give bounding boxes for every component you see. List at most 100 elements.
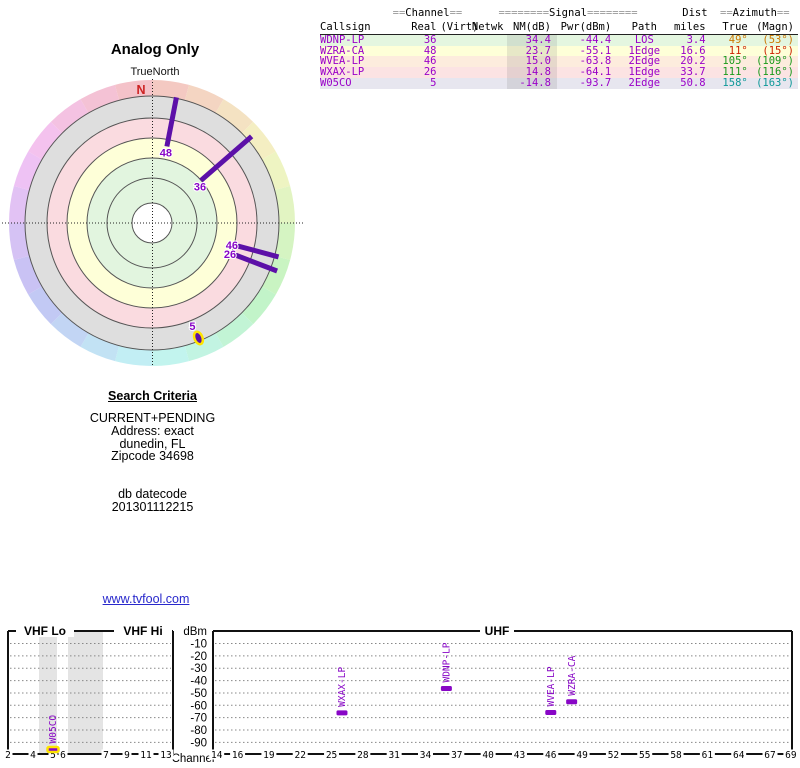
- channel-tick-label: 28: [357, 750, 369, 761]
- table-cell: LOS: [634, 34, 654, 46]
- signal-bar-highlighted: [46, 745, 60, 754]
- channel-tick-label: 40: [482, 750, 494, 761]
- col-netwk: Netwk: [468, 20, 507, 35]
- station-spoke: [236, 243, 280, 260]
- channel-axis-title: Channel: [172, 753, 215, 765]
- dbm-tick-label: -80: [190, 725, 207, 737]
- channel-tick-label: 7: [103, 750, 109, 761]
- channel-tick-label: 25: [326, 750, 337, 761]
- table-cell: (53°): [762, 34, 794, 46]
- signal-bar: [336, 710, 348, 716]
- signal-table: ==Channel== ========Signal======== Dist …: [320, 7, 798, 89]
- col-miles: miles: [667, 20, 712, 35]
- table-row: W05CO 5 -14.8 -93.7 2Edge 50.8 158° (163°): [320, 78, 798, 89]
- table-cell: 14.8: [506, 67, 557, 78]
- north-marker: N: [136, 83, 145, 97]
- col-nm: NM(dB): [506, 20, 557, 35]
- channel-tick-label: 64: [733, 750, 745, 761]
- channel-tick-label: 37: [451, 750, 462, 761]
- dbm-tick-label: -70: [190, 713, 207, 725]
- site-link-wrap: www.tvfool.com: [0, 590, 292, 608]
- dbm-tick-label: -50: [190, 688, 207, 700]
- polar-plot-title: Analog Only: [110, 41, 200, 58]
- col-real: Real: [386, 20, 441, 35]
- channel-tick-label: 13: [160, 750, 171, 761]
- table-cell: 48: [423, 44, 437, 57]
- dbm-tick-label: -60: [190, 700, 207, 712]
- table-cell: 50.8: [680, 76, 706, 89]
- channel-tick-label: 46: [545, 750, 557, 761]
- azimuth-group-header: ==Azimuth==: [720, 7, 790, 20]
- table-cell: 1Edge: [628, 44, 661, 57]
- signal-bar: [566, 699, 578, 705]
- table-cell: [469, 67, 507, 78]
- channel-tick-label: 5: [50, 750, 56, 761]
- search-criteria: Search Criteria CURRENT+PENDING Address:…: [0, 389, 305, 514]
- bar-callsign-label: WDNP-LP: [442, 642, 453, 682]
- signal-bar: [440, 686, 452, 692]
- channel-group-header: ==Channel==: [392, 7, 463, 20]
- tvfool-link[interactable]: www.tvfool.com: [102, 592, 190, 606]
- true-north-label: TrueNorth: [130, 66, 180, 78]
- signal-band-chart: VHF Lo VHF Hi UHFdBm-10-20-30-40-50-60-70-…: [3, 624, 799, 765]
- criteria-line: Zipcode 34698: [111, 449, 194, 464]
- table-cell: (109°): [756, 55, 794, 68]
- table-row: WVEA-LP 46 15.0 -63.8 2Edge 20.2 105° (109°): [320, 55, 798, 68]
- table-cell: [469, 78, 507, 89]
- station-channel-label: 48: [160, 147, 172, 159]
- band-title: VHF Lo: [24, 624, 66, 638]
- channel-tick-label: 58: [670, 750, 682, 761]
- channel-tick-label: 11: [140, 750, 152, 761]
- table-row: WZRA-CA 48 23.7 -55.1 1Edge 16.6 11° (15°): [320, 44, 798, 57]
- station-spoke: [234, 252, 278, 274]
- table-cell: WDNP-LP: [320, 34, 365, 46]
- table-cell: 3.4: [686, 34, 706, 46]
- col-virt: (Virt): [440, 20, 479, 35]
- col-pwr: Pwr(dBm): [556, 20, 622, 35]
- dbm-tick-label: -10: [190, 639, 207, 651]
- band-title: UHF: [485, 624, 510, 638]
- channel-tick-label: 4: [30, 750, 36, 761]
- channel-tick-label: 6: [60, 750, 66, 761]
- bar-callsign-label: WZRA-CA: [567, 655, 578, 695]
- col-magn: (Magn): [749, 20, 798, 35]
- channel-tick-label: 16: [232, 750, 244, 761]
- channel-tick-label: 14: [211, 750, 223, 761]
- dbm-tick-label: -30: [190, 663, 207, 675]
- table-cell: [440, 35, 468, 46]
- station-spoke: [164, 96, 179, 147]
- crosshair: [2, 79, 304, 366]
- channel-tick-label: 49: [576, 750, 588, 761]
- table-cell: 111°: [722, 66, 748, 79]
- channel-tick-label: 2: [5, 750, 11, 761]
- db-datecode-value: 201301112215: [111, 499, 194, 514]
- dbm-tick-label: -20: [190, 651, 207, 663]
- channel-tick-label: 31: [388, 750, 400, 761]
- table-column-header-row: Callsign Real (Virt) Netwk NM(dB) Pwr(dB…: [320, 20, 798, 35]
- signal-bars: W05CO WXAX-LP WDNP-LP WVEA-LP WZRA-CA: [46, 642, 578, 754]
- channel-tick-label: 69: [785, 750, 797, 761]
- table-cell: W05CO: [320, 76, 352, 89]
- table-cell: -55.1: [579, 44, 612, 57]
- table-cell: 46: [423, 55, 437, 68]
- channel-tick-label: 61: [702, 750, 714, 761]
- search-criteria-heading: Search Criteria: [108, 389, 197, 403]
- channel-tick-label: 67: [764, 750, 775, 761]
- table-cell: -14.8: [506, 78, 557, 89]
- dbm-tick-label: -40: [190, 676, 207, 688]
- table-cell: -44.4: [579, 34, 612, 46]
- table-cell: 15.0: [506, 56, 557, 68]
- station-dot-highlighted: [192, 330, 205, 346]
- table-cell: [440, 56, 468, 67]
- channel-tick-label: 22: [294, 750, 305, 761]
- station-channel-label: 26: [224, 249, 236, 261]
- dbm-axis-title: dBm: [183, 626, 207, 638]
- table-cell: 158°: [722, 76, 748, 89]
- table-cell: 20.2: [680, 55, 706, 68]
- table-cell: 105°: [722, 55, 748, 68]
- station-channel-label: 36: [194, 181, 206, 193]
- table-cell: 34.4: [506, 34, 557, 46]
